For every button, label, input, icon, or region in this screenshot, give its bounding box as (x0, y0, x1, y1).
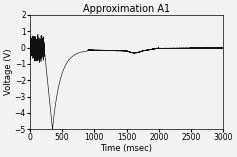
Y-axis label: Voltage (V): Voltage (V) (4, 49, 13, 95)
X-axis label: Time (msec): Time (msec) (100, 144, 153, 153)
Title: Approximation A1: Approximation A1 (83, 4, 170, 14)
